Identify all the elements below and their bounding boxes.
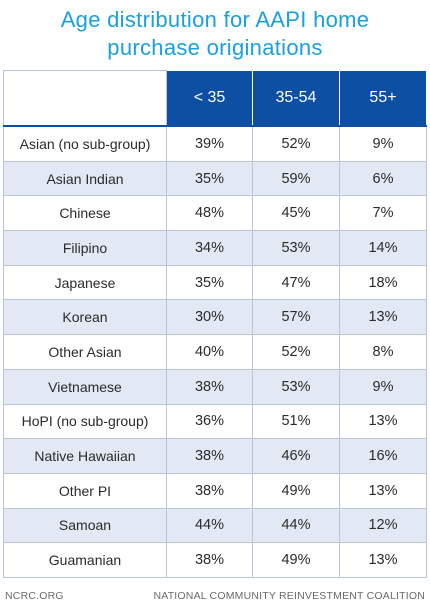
table-row: Filipino 34% 53% 14% [3,230,427,266]
header-corner-cell [3,70,167,127]
value-cell: 44% [166,507,253,544]
table-row: HoPI (no sub-group) 36% 51% 13% [3,403,427,440]
value-cell: 16% [339,438,427,474]
chart-title-line-2: purchase originations [107,35,323,60]
table-row: Asian (no sub-group) 39% 52% 9% [3,124,427,162]
value-cell: 35% [166,160,253,197]
value-cell: 46% [252,438,340,474]
value-cell: 38% [166,368,253,405]
row-label: Asian Indian [3,160,167,197]
value-cell: 35% [166,264,253,301]
value-cell: 13% [339,542,427,578]
footer-organization: NATIONAL COMMUNITY REINVESTMENT COALITIO… [153,590,425,602]
value-cell: 39% [166,124,253,162]
value-cell: 53% [252,368,340,405]
value-cell: 38% [166,438,253,474]
column-header-under-35: < 35 [166,70,253,127]
value-cell: 12% [339,507,427,544]
value-cell: 49% [252,542,340,578]
table-row: Korean 30% 57% 13% [3,299,427,336]
value-cell: 53% [252,230,340,266]
table-row: Other Asian 40% 52% 8% [3,334,427,370]
table-row: Japanese 35% 47% 18% [3,264,427,301]
value-cell: 47% [252,264,340,301]
value-cell: 13% [339,299,427,336]
value-cell: 13% [339,403,427,440]
footer: NCRC.ORG NATIONAL COMMUNITY REINVESTMENT… [5,590,425,608]
column-header-55-plus: 55+ [339,70,427,127]
value-cell: 36% [166,403,253,440]
value-cell: 13% [339,472,427,509]
value-cell: 30% [166,299,253,336]
table-row: Chinese 48% 45% 7% [3,195,427,232]
table-row: Vietnamese 38% 53% 9% [3,368,427,405]
value-cell: 51% [252,403,340,440]
value-cell: 9% [339,124,427,162]
row-label: Other PI [3,472,167,509]
value-cell: 44% [252,507,340,544]
value-cell: 38% [166,472,253,509]
row-label: HoPI (no sub-group) [3,403,167,440]
value-cell: 8% [339,334,427,370]
row-label: Asian (no sub-group) [3,124,167,162]
row-label: Chinese [3,195,167,232]
age-distribution-table: < 35 35-54 55+ Asian (no sub-group) 39% 52… [3,70,427,578]
row-label: Filipino [3,230,167,266]
value-cell: 38% [166,542,253,578]
column-header-35-54: 35-54 [252,70,340,127]
value-cell: 34% [166,230,253,266]
value-cell: 6% [339,160,427,197]
row-label: Vietnamese [3,368,167,405]
value-cell: 57% [252,299,340,336]
chart-title-line-1: Age distribution for AAPI home [60,7,370,32]
value-cell: 49% [252,472,340,509]
table-row: Other PI 38% 49% 13% [3,472,427,509]
value-cell: 18% [339,264,427,301]
value-cell: 59% [252,160,340,197]
value-cell: 40% [166,334,253,370]
row-label: Samoan [3,507,167,544]
table-row: Guamanian 38% 49% 13% [3,542,427,578]
row-label: Native Hawaiian [3,438,167,474]
value-cell: 9% [339,368,427,405]
value-cell: 48% [166,195,253,232]
row-label: Japanese [3,264,167,301]
value-cell: 52% [252,334,340,370]
value-cell: 52% [252,124,340,162]
table-row: Native Hawaiian 38% 46% 16% [3,438,427,474]
table-row: Samoan 44% 44% 12% [3,507,427,544]
header-row: < 35 35-54 55+ [3,70,427,127]
value-cell: 14% [339,230,427,266]
value-cell: 45% [252,195,340,232]
footer-source: NCRC.ORG [5,590,64,602]
chart-title: Age distribution for AAPI home purchase … [0,6,430,62]
table-body: Asian (no sub-group) 39% 52% 9% Asian Indian… [3,124,427,578]
table-row: Asian Indian 35% 59% 6% [3,160,427,197]
value-cell: 7% [339,195,427,232]
row-label: Other Asian [3,334,167,370]
row-label: Guamanian [3,542,167,578]
row-label: Korean [3,299,167,336]
